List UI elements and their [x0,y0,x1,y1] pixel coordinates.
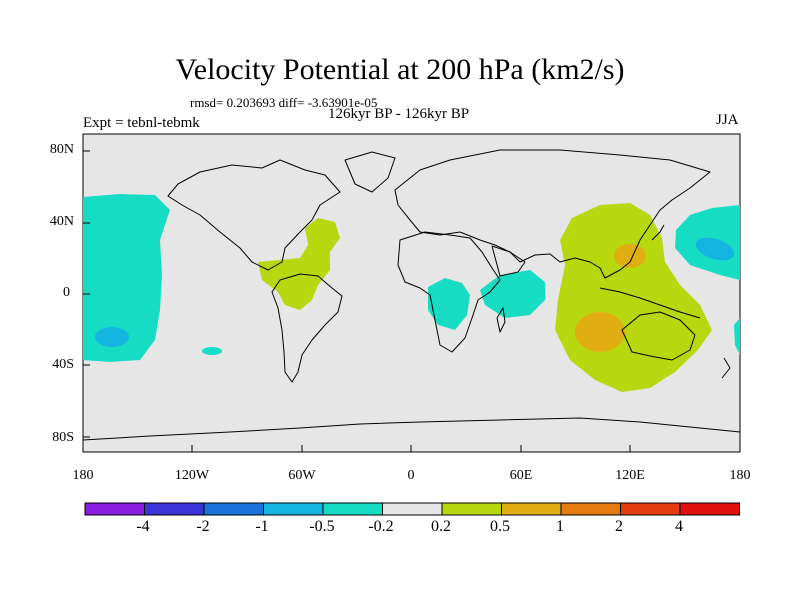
anomaly-arabian-sea [480,270,545,318]
lat-label-80n: 80N [49,142,74,157]
coast-new-zealand [721,357,731,379]
coast-japan [651,224,665,241]
colorbar-box [620,502,681,516]
coast-north-america [167,159,341,271]
anomaly-dateline-south [734,318,740,355]
coast-eurasia [394,149,711,279]
colorbar-label: 0.5 [490,518,510,535]
anomaly-south-pacific-patch [202,347,222,355]
figure-title: Velocity Potential at 200 hPa (km2/s) [175,53,625,86]
coast-south-america [271,273,343,383]
colorbar-label: -2 [196,518,210,535]
anomaly-west-pacific-core [695,237,735,261]
colorbar-box [560,502,621,516]
anomaly-indian-ocean-core [575,312,625,352]
coast-africa [397,231,501,353]
colorbar-label: -0.5 [309,518,335,535]
coast-maritime-continent [599,287,701,319]
colorbar-box [679,502,740,516]
colorbar-box [144,502,205,516]
lon-label-120w: 120W [174,468,210,483]
colorbar-label: 1 [556,518,564,535]
lon-label-180-west: 180 [72,468,94,483]
stats-line: rmsd= 0.203693 diff= -3.63901e-05 [190,95,378,110]
anomaly-caribbean [258,218,340,310]
lat-label-0: 0 [63,285,70,300]
period-label: 126kyr BP - 126kyr BP [328,106,470,122]
anomaly-east-pacific [83,194,170,362]
coastlines [82,149,741,441]
anomaly-africa-west [428,278,470,330]
lat-label-40n: 40N [49,214,74,229]
colorbar-label: -0.2 [368,518,394,535]
colorbar-box [203,502,264,516]
lon-label-60w: 60W [288,468,316,483]
colorbar [84,502,740,516]
coast-greenland [344,151,396,193]
coast-madagascar [496,307,506,333]
colorbar-label: 4 [675,518,683,535]
coast-australia [621,311,696,361]
lat-label-80s: 80S [52,430,74,445]
colorbar-label: 2 [615,518,623,535]
colorbar-label: -4 [136,518,150,535]
coast-arabia [491,245,526,277]
lon-label-180-east: 180 [729,468,751,483]
colorbar-box [263,502,324,516]
anomaly-south-china-core [614,244,646,268]
lon-label-0: 0 [407,468,415,483]
colorbar-box [441,502,502,516]
colorbar-box [84,502,145,516]
axis-ticks [83,150,631,452]
colorbar-box [501,502,562,516]
anomaly-east-pacific-core [95,327,129,347]
experiment-label: Expt = tebnl-tebmk [83,115,200,131]
lon-label-120e: 120E [615,468,645,483]
colorbar-label: -1 [255,518,269,535]
lat-label-40s: 40S [52,357,74,372]
colorbar-box [382,502,443,516]
colorbar-box [322,502,383,516]
lon-label-60e: 60E [509,468,533,483]
season-label: JJA [716,112,739,128]
colorbar-label: 0.2 [431,518,451,535]
coast-antarctica [82,417,741,441]
